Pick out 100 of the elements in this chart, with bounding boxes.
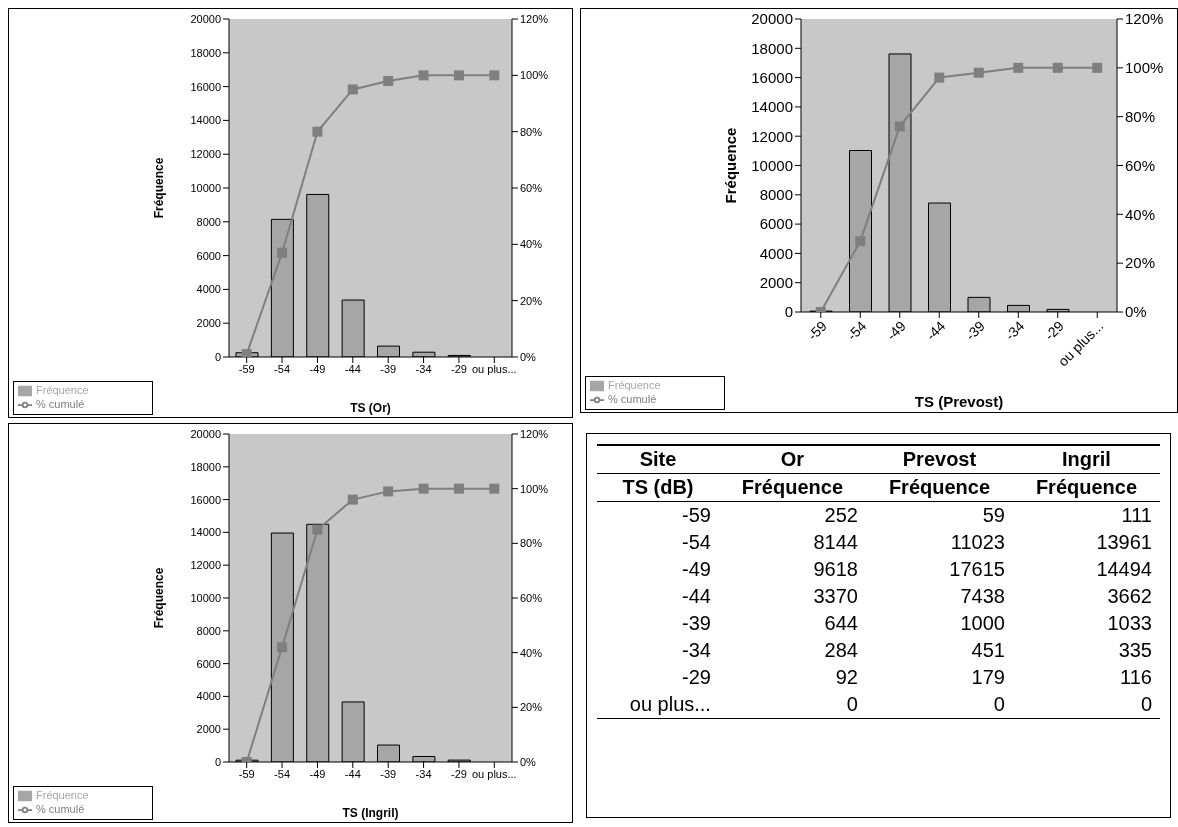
y-tick-label: 20000 [751,10,793,28]
y-tick-label: 6000 [196,657,221,670]
data-label: 1000 [959,611,1006,636]
y-tick-label: 8000 [759,186,793,204]
x-tick-label: -29 [450,362,467,375]
y-tick-label: 12000 [751,127,793,145]
y-tick-label: 12000 [190,559,221,572]
y2-tick-label: 0% [1125,303,1147,321]
data-label: 451 [970,638,1006,663]
text: Fréquence [887,475,992,500]
x-tick-label: -49 [309,362,326,375]
data-label: 17615 [948,557,1006,582]
y-tick-label: -59 [681,503,712,528]
text: TS (dB) [621,475,695,500]
y-tick-label: -49 [681,557,712,582]
y2-tick-label: 100% [1125,59,1164,77]
text: Fréquence [740,475,844,500]
y-tick-label: 10000 [190,591,221,604]
y-tick-label: 20000 [190,427,221,440]
data-label: 284 [823,638,859,663]
legend-label: % cumulé [608,392,657,405]
y2-tick-label: 80% [520,125,543,138]
data-label: 9618 [812,557,859,582]
x-tick-label: -39 [962,317,989,344]
y2-tick-label: 120% [1125,10,1164,28]
x-tick-label: -44 [344,362,361,375]
data-label: 8144 [812,530,859,555]
data-label: 0 [845,692,859,717]
y-tick-label: 8000 [196,624,221,637]
y2-tick-label: 100% [520,69,549,82]
y2-tick-label: 80% [1125,107,1156,125]
x-tick-label: Or [779,447,806,472]
y-tick-label: 4000 [759,244,793,262]
y-tick-label: 8000 [196,215,221,228]
y2-tick-label: 60% [520,591,543,604]
x-tick-label: -44 [344,767,361,780]
y2-tick-label: 120% [520,427,549,440]
y-tick-label: 4000 [196,690,221,703]
data-label: 0 [1139,692,1153,717]
data-label: 1033 [1106,611,1153,636]
x-tick-label: -44 [922,317,949,344]
y-axis-title: Fréquence [152,567,167,629]
data-label: 59 [981,503,1006,528]
y-axis-title: Fréquence [152,157,167,219]
y2-tick-label: 20% [1125,254,1156,272]
y-tick-label: 4000 [196,283,221,296]
y-axis-title: Fréquence [722,127,740,204]
data-label: 252 [823,503,859,528]
x-tick-label: -59 [238,767,255,780]
y2-tick-label: 40% [520,646,543,659]
y-tick-label: 10000 [190,181,221,194]
y-tick-label: 16000 [190,493,221,506]
y-tick-label: 2000 [759,274,793,292]
y2-tick-label: 120% [520,12,549,25]
y-tick-label: 14000 [190,114,221,127]
y-tick-label: -34 [681,638,712,663]
y2-tick-label: 0% [520,350,537,363]
x-tick-label: -49 [309,767,326,780]
x-tick-label: -59 [238,362,255,375]
y-tick-label: 0 [784,303,793,321]
x-tick-label: -39 [380,767,397,780]
y2-tick-label: 20% [520,294,543,307]
y-tick-label: 0 [214,755,221,768]
y2-tick-label: 60% [1125,156,1156,174]
data-label: 0 [992,692,1006,717]
legend-label: Fréquence [36,383,89,396]
y-tick-label: 2000 [196,317,221,330]
data-label: 13961 [1095,530,1153,555]
x-tick-label: -34 [415,362,432,375]
y2-tick-label: 80% [520,537,543,550]
y2-tick-label: 60% [520,181,543,194]
y-tick-label: 14000 [751,98,793,116]
y-tick-label: 18000 [190,460,221,473]
y-tick-label: 18000 [190,46,221,59]
legend-label: Fréquence [608,378,661,391]
y-tick-label: 6000 [759,215,793,233]
data-label: 335 [1117,638,1153,663]
y-tick-label: -39 [681,611,712,636]
data-label: 11023 [949,530,1006,555]
x-tick-label: Prevost [901,447,978,472]
y-tick-label: 18000 [751,39,793,57]
y-tick-label: 10000 [751,156,793,174]
x-tick-label: -29 [450,767,467,780]
y-tick-label: 20000 [190,12,221,25]
x-tick-label: -39 [380,362,397,375]
x-axis-title: TS (Or) [350,401,391,415]
x-tick-label: -49 [883,317,910,344]
x-axis-title: TS (Ingril) [342,806,399,820]
y-tick-label: 2000 [196,723,221,736]
x-tick-label: -29 [1041,317,1068,344]
data-label: 111 [1120,503,1153,528]
data-label: 644 [823,611,859,636]
y-tick-label: 0 [214,350,221,363]
legend-label: % cumulé [36,802,85,815]
y-tick-label: -54 [681,530,712,555]
y-tick-label: 6000 [196,249,221,262]
data-label: 7438 [959,584,1006,609]
legend-label: % cumulé [36,397,85,410]
y-tick-label: 12000 [190,148,221,161]
y2-tick-label: 100% [520,482,549,495]
